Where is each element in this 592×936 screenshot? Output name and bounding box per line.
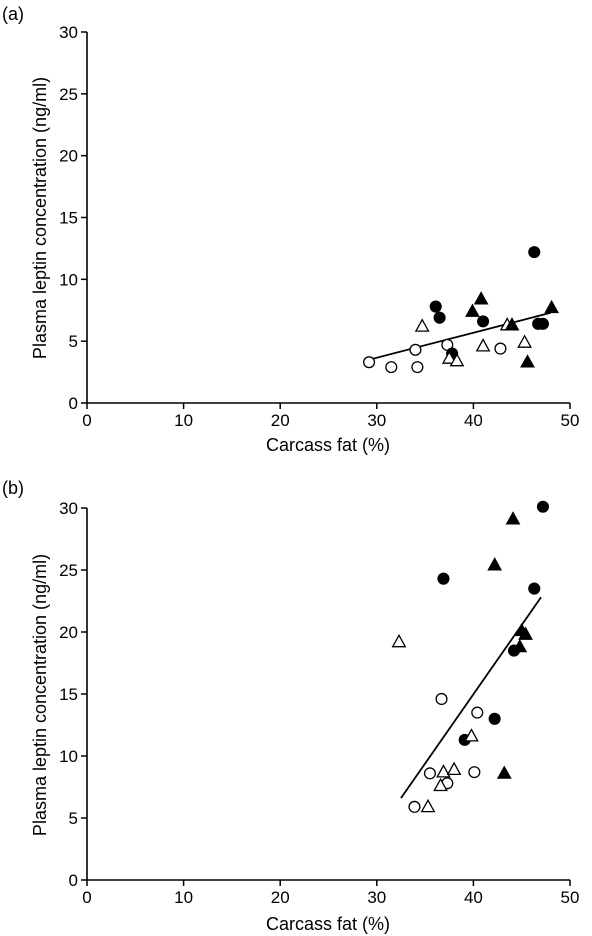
y-tick-label: 10 bbox=[59, 270, 78, 289]
data-point-circle-filled bbox=[437, 572, 450, 585]
x-tick-label: 20 bbox=[271, 411, 290, 430]
data-point-circle-filled bbox=[433, 311, 446, 324]
data-point-circle-filled bbox=[528, 582, 541, 595]
y-tick-label: 20 bbox=[59, 623, 78, 642]
data-point-triangle-open bbox=[436, 764, 451, 778]
trend-line bbox=[368, 311, 551, 361]
data-point-triangle-open bbox=[414, 318, 430, 332]
data-point-circle-open bbox=[435, 692, 448, 706]
data-point-triangle-filled bbox=[518, 626, 533, 640]
x-tick-label: 10 bbox=[174, 411, 193, 430]
data-point-circle-filled bbox=[536, 317, 550, 330]
data-point-circle-open bbox=[494, 342, 507, 355]
data-point-circle-open bbox=[409, 343, 422, 356]
y-tick-label: 20 bbox=[59, 147, 78, 166]
data-point-triangle-filled bbox=[487, 557, 502, 571]
data-point-triangle-open bbox=[433, 777, 448, 792]
data-point-triangle-open bbox=[441, 350, 457, 364]
y-tick-label: 25 bbox=[59, 561, 78, 580]
panel-a: (a) Plasma leptin concentration (ng/ml) … bbox=[2, 4, 579, 455]
y-tick-label: 5 bbox=[69, 332, 78, 351]
x-tick-label: 30 bbox=[367, 888, 386, 907]
y-tick-label: 10 bbox=[59, 747, 78, 766]
data-point-triangle-filled bbox=[520, 354, 535, 368]
y-tick-label: 0 bbox=[69, 394, 78, 413]
x-tick-label: 0 bbox=[82, 411, 91, 430]
x-tick-label: 40 bbox=[464, 888, 483, 907]
panel-label: (b) bbox=[2, 478, 24, 498]
data-point-triangle-open bbox=[449, 353, 465, 367]
data-point-circle-filled bbox=[429, 300, 442, 313]
x-tick-label: 10 bbox=[174, 888, 193, 907]
y-tick-label: 25 bbox=[59, 85, 78, 104]
panel-b: (b) Plasma leptin concentration (ng/ml) … bbox=[2, 478, 579, 934]
data-point-triangle-filled bbox=[544, 299, 560, 314]
data-point-circle-filled bbox=[536, 500, 550, 513]
data-point-triangle-open bbox=[475, 338, 491, 352]
y-axis-label: Plasma leptin concentration (ng/ml) bbox=[30, 77, 50, 359]
y-tick-label: 15 bbox=[59, 685, 78, 704]
x-tick-label: 0 bbox=[82, 888, 91, 907]
data-point-triangle-filled bbox=[496, 765, 512, 779]
data-point-circle-open bbox=[468, 766, 481, 779]
data-point-circle-open bbox=[423, 767, 436, 780]
data-point-triangle-open bbox=[446, 761, 462, 776]
data-point-circle-open bbox=[471, 706, 484, 719]
y-tick-label: 15 bbox=[59, 209, 78, 228]
data-point-triangle-open bbox=[464, 728, 479, 742]
x-tick-label: 20 bbox=[271, 888, 290, 907]
data-point-circle-filled bbox=[477, 315, 490, 328]
y-axis-label: Plasma leptin concentration (ng/ml) bbox=[30, 554, 50, 836]
x-tick-label: 50 bbox=[561, 888, 580, 907]
data-point-triangle-filled bbox=[512, 638, 528, 653]
data-point-circle-filled bbox=[488, 712, 501, 725]
x-axis-label: Carcass fat (%) bbox=[266, 914, 390, 934]
y-tick-label: 30 bbox=[59, 23, 78, 42]
x-tick-label: 40 bbox=[464, 411, 483, 430]
y-tick-label: 5 bbox=[69, 809, 78, 828]
y-tick-label: 30 bbox=[59, 499, 78, 518]
x-tick-label: 30 bbox=[367, 411, 386, 430]
data-point-circle-open bbox=[363, 356, 376, 369]
x-axis-label: Carcass fat (%) bbox=[266, 435, 390, 455]
data-point-circle-open bbox=[408, 800, 421, 813]
x-tick-label: 50 bbox=[561, 411, 580, 430]
data-point-triangle-filled bbox=[505, 511, 521, 525]
data-point-triangle-filled bbox=[504, 317, 520, 331]
data-point-triangle-open bbox=[391, 633, 407, 648]
data-point-triangle-open bbox=[517, 334, 533, 348]
data-point-circle-open bbox=[385, 361, 398, 374]
data-point-triangle-filled bbox=[465, 303, 480, 317]
panel-label: (a) bbox=[2, 4, 24, 24]
y-tick-label: 0 bbox=[69, 871, 78, 890]
data-point-triangle-filled bbox=[473, 291, 489, 305]
data-point-circle-open bbox=[411, 361, 424, 374]
data-point-triangle-open bbox=[420, 798, 436, 813]
data-point-circle-filled bbox=[528, 246, 541, 259]
